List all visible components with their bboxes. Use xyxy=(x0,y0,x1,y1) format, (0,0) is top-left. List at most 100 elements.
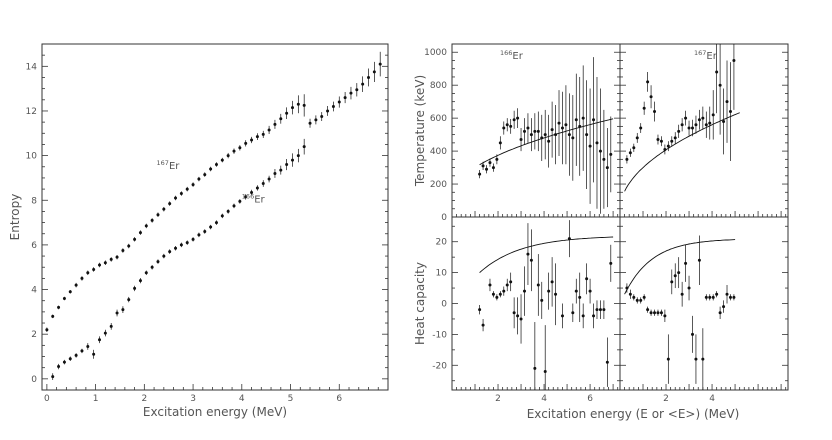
data-point xyxy=(191,183,195,187)
data-point xyxy=(197,233,201,237)
data-point xyxy=(80,276,84,280)
isotope-mass: 166 xyxy=(242,192,254,200)
data-point xyxy=(625,157,629,161)
data-point xyxy=(244,141,248,145)
data-point xyxy=(690,332,694,336)
data-point xyxy=(331,105,335,109)
y-tick-label: 8 xyxy=(31,196,37,206)
data-point xyxy=(708,121,712,125)
data-point xyxy=(536,129,540,133)
data-point xyxy=(526,252,530,256)
data-point xyxy=(632,295,636,299)
data-point xyxy=(673,136,677,140)
data-point xyxy=(296,102,300,106)
data-point xyxy=(536,283,540,287)
data-point xyxy=(666,357,670,361)
data-point xyxy=(567,237,571,241)
x-tick-label: 6 xyxy=(587,394,593,404)
data-point xyxy=(708,295,712,299)
data-point xyxy=(150,218,154,222)
data-point xyxy=(238,199,242,203)
data-point xyxy=(478,172,482,176)
data-point xyxy=(355,88,359,92)
data-point xyxy=(320,115,324,119)
data-point xyxy=(156,213,160,217)
x-axis-label: Excitation energy (MeV) xyxy=(143,405,287,419)
data-point xyxy=(649,95,653,99)
y-tick-label: 10 xyxy=(436,269,448,279)
data-point xyxy=(74,353,78,357)
data-point xyxy=(115,255,119,259)
data-point xyxy=(502,126,506,130)
data-point xyxy=(690,126,694,130)
data-point xyxy=(267,128,271,132)
data-point xyxy=(642,106,646,110)
data-point xyxy=(533,366,537,370)
data-point xyxy=(103,261,107,265)
data-point xyxy=(174,196,178,200)
data-point xyxy=(505,283,509,287)
x-tick-label: 5 xyxy=(288,394,294,404)
data-point xyxy=(57,365,61,369)
data-point xyxy=(127,298,131,302)
data-point xyxy=(687,126,691,130)
plot-frame xyxy=(619,43,789,218)
data-point xyxy=(74,283,78,287)
data-point xyxy=(560,314,564,318)
data-point xyxy=(220,158,224,162)
data-point xyxy=(279,168,283,172)
data-point xyxy=(109,257,113,261)
data-point xyxy=(680,123,684,127)
y-axis-label: Heat capacity xyxy=(413,262,427,345)
data-point xyxy=(255,135,259,139)
plot-frame xyxy=(41,43,389,391)
data-point xyxy=(250,190,254,194)
data-point xyxy=(670,139,674,143)
data-point xyxy=(226,209,230,213)
data-point xyxy=(635,298,639,302)
y-tick-label: 0 xyxy=(31,375,37,385)
data-point xyxy=(571,136,575,140)
data-point xyxy=(653,311,657,315)
data-point xyxy=(162,207,166,211)
data-point xyxy=(732,295,736,299)
data-point xyxy=(308,121,312,125)
data-point xyxy=(715,292,719,296)
data-point xyxy=(296,154,300,158)
data-point xyxy=(302,103,306,107)
data-point xyxy=(550,280,554,284)
data-point xyxy=(98,338,102,342)
data-point xyxy=(109,324,113,328)
data-point xyxy=(588,144,592,148)
data-point xyxy=(642,295,646,299)
data-point xyxy=(547,139,551,143)
data-point xyxy=(578,124,582,128)
data-point xyxy=(121,248,125,252)
isotope-symbol: Er xyxy=(169,161,180,172)
data-point xyxy=(519,317,523,321)
isotope-label: 166Er xyxy=(242,192,266,205)
data-point xyxy=(581,314,585,318)
temperature-167er-panel: 167Er xyxy=(619,43,789,218)
heat-capacity-166er-panel: 2 4 6 -20 -10 0 10 20 Heat capacity xyxy=(413,216,621,404)
data-point xyxy=(509,124,513,128)
isotope-label: 167Er xyxy=(157,159,181,172)
data-point xyxy=(540,136,544,140)
data-point xyxy=(680,292,684,296)
data-point xyxy=(704,295,708,299)
data-point xyxy=(261,182,265,186)
data-point xyxy=(581,116,585,120)
data-point xyxy=(162,254,166,258)
data-point xyxy=(605,166,609,170)
data-point xyxy=(684,116,688,120)
data-point xyxy=(179,192,183,196)
data-point xyxy=(522,129,526,133)
data-point xyxy=(290,158,294,162)
x-tick-label: 2 xyxy=(141,394,147,404)
y-tick-label: 6 xyxy=(31,241,37,251)
isotope-mass: 167 xyxy=(157,159,169,167)
data-point xyxy=(728,295,732,299)
data-point xyxy=(547,289,551,293)
data-point xyxy=(722,305,726,309)
data-point xyxy=(481,323,485,327)
